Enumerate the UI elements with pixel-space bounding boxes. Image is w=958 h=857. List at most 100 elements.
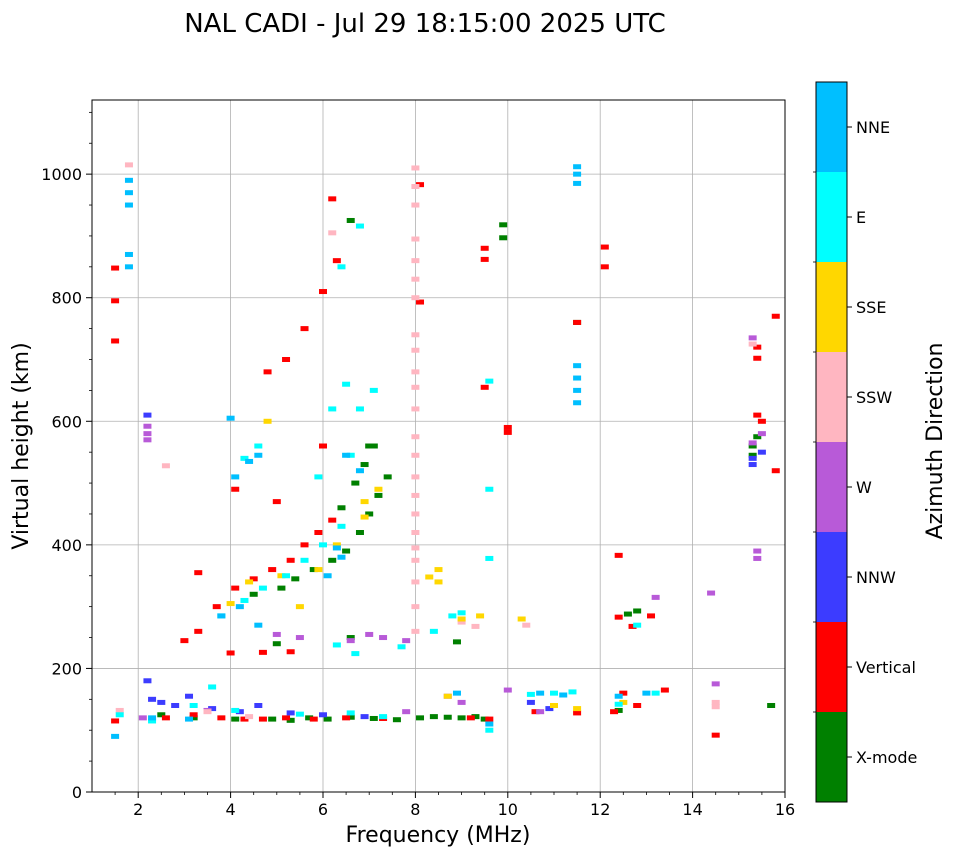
data-point [124, 190, 133, 196]
data-point [647, 613, 656, 619]
data-point [203, 709, 212, 715]
data-point [360, 714, 369, 720]
data-point [402, 709, 411, 715]
data-point [124, 264, 133, 270]
data-point [115, 712, 124, 718]
data-point [328, 517, 337, 523]
y-tick-label: 400 [51, 536, 82, 555]
data-point [124, 162, 133, 168]
data-point [365, 443, 374, 449]
data-point [342, 452, 351, 458]
colorbar-segment [816, 442, 847, 532]
data-point [452, 639, 461, 645]
x-tick-label: 14 [682, 800, 702, 819]
data-point [434, 579, 443, 585]
data-point [614, 614, 623, 620]
data-point [411, 628, 420, 634]
data-point [753, 434, 762, 440]
data-point [411, 258, 420, 264]
data-point [360, 499, 369, 505]
colorbar-segment [816, 532, 847, 622]
x-axis-label: Frequency (MHz) [346, 823, 531, 848]
colorbar-label: Azimuth Direction [923, 342, 948, 539]
data-point [295, 604, 304, 610]
data-point [263, 369, 272, 375]
data-point [268, 567, 277, 573]
data-point [355, 468, 364, 474]
data-point [254, 622, 263, 628]
data-point [217, 613, 226, 619]
data-point [633, 608, 642, 614]
data-point [411, 295, 420, 301]
data-point [332, 542, 341, 548]
data-point [148, 715, 157, 721]
data-point [286, 717, 295, 723]
data-point [573, 171, 582, 177]
data-point [480, 256, 489, 262]
data-point [411, 202, 420, 208]
data-point [305, 715, 314, 721]
colorbar-tick-label: E [856, 208, 866, 227]
colorbar-segment [816, 172, 847, 262]
series-x-mode [157, 217, 776, 723]
data-point [226, 415, 235, 421]
data-point [411, 604, 420, 610]
x-tick-label: 4 [226, 800, 236, 819]
data-point [282, 357, 291, 362]
data-point [748, 341, 757, 347]
data-point [365, 631, 374, 637]
data-point [268, 716, 277, 722]
data-point [503, 429, 512, 435]
data-point [300, 542, 309, 548]
data-point [485, 555, 494, 561]
data-point [258, 649, 267, 655]
data-point [314, 474, 323, 480]
data-point [111, 718, 120, 724]
data-point [499, 235, 508, 241]
data-point [319, 443, 327, 449]
data-point [346, 635, 355, 641]
data-point [332, 545, 341, 551]
data-point [351, 480, 360, 486]
y-tick-label: 600 [51, 412, 82, 431]
data-point [573, 319, 582, 325]
data-point [111, 265, 120, 271]
data-point [559, 692, 568, 698]
data-point [124, 177, 133, 183]
data-point [295, 635, 304, 641]
data-point [411, 530, 420, 535]
data-point [286, 649, 295, 655]
data-point [642, 690, 651, 696]
colorbar-frame [815, 81, 848, 803]
data-point [485, 378, 494, 384]
data-point [416, 715, 425, 721]
data-point [522, 622, 531, 628]
data-point [245, 714, 254, 720]
data-point [443, 693, 452, 699]
data-point [573, 706, 582, 712]
data-point [748, 335, 757, 341]
data-point [711, 732, 720, 738]
data-point [383, 474, 392, 480]
data-point [111, 338, 120, 344]
data-point [485, 721, 494, 727]
data-point [434, 567, 443, 573]
plot-background [92, 100, 785, 792]
colorbar-segment [816, 712, 847, 802]
data-point [568, 689, 577, 695]
data-point [411, 474, 420, 480]
data-point [319, 289, 327, 295]
data-point [457, 715, 466, 721]
data-point [531, 709, 540, 715]
data-point [323, 573, 332, 579]
data-point [448, 613, 457, 619]
data-point [124, 251, 133, 257]
data-point [711, 699, 720, 705]
data-point [600, 244, 609, 250]
data-point [208, 706, 217, 712]
data-point [346, 638, 355, 644]
colorbar-segment [816, 352, 847, 442]
data-point [231, 486, 240, 492]
data-point [249, 591, 258, 597]
data-point [148, 718, 157, 724]
